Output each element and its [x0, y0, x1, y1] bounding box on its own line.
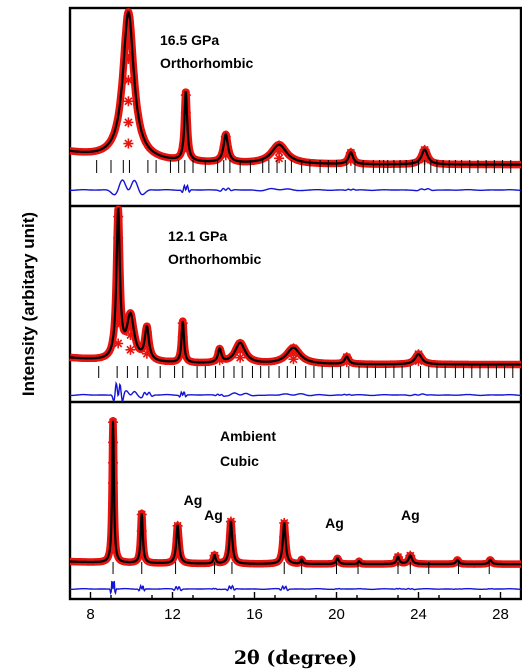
panel-ambient-observed-marker: [136, 542, 147, 553]
plot-frame: [68, 6, 522, 601]
x-tick-label: 16: [246, 606, 263, 623]
panel-ambient-pressure-label: Ambient: [220, 428, 276, 444]
panel-16-5-gpa-observed-marker: [220, 150, 231, 161]
panel-16-5-gpa-observed-series: [66, 8, 522, 169]
panel-16-5-gpa-observed-marker: [274, 153, 285, 164]
panel-16-5-gpa-pressure-label: 16.5 GPa: [160, 32, 219, 48]
x-tick-label: 12: [164, 606, 181, 623]
panel-12-1-gpa-observed-marker: [113, 253, 124, 264]
panel-12-1-gpa-observed-marker: [288, 354, 299, 365]
panel-12-1-gpa: 12.1 GPa Orthorhombic: [66, 205, 522, 403]
x-tick-label: 24: [410, 606, 427, 623]
panel-12-1-gpa-observed-marker: [113, 275, 124, 286]
panel-12-1-gpa-phase-label: Orthorhombic: [168, 251, 262, 267]
panel-16-5-gpa-observed-marker: [123, 96, 134, 107]
panel-ambient-observed-marker: [108, 518, 119, 529]
ag-peak-label: Ag: [204, 507, 223, 523]
panel-ambient-calculated-series: [70, 420, 521, 566]
ag-peak-label: Ag: [184, 492, 203, 508]
panel-12-1-gpa-observed-marker: [125, 344, 136, 355]
x-tick-label: 28: [492, 606, 509, 623]
panel-16-5-gpa-observed-marker: [123, 138, 134, 149]
panel-12-1-gpa-pressure-label: 12.1 GPa: [168, 228, 227, 244]
panel-16-5-gpa-observed-marker: [123, 75, 134, 86]
panel-16-5-gpa-observed-marker: [180, 124, 191, 135]
x-tick-label: 20: [328, 606, 345, 623]
panel-12-1-gpa-observed-marker: [113, 338, 124, 349]
panel-16-5-gpa: 16.5 GPa Orthorhombic: [66, 8, 522, 196]
panel-16-5-gpa-difference-series: [70, 179, 521, 196]
y-axis-label: Intensity (arbitary unit): [19, 212, 38, 396]
panel-ambient-observed-marker: [108, 498, 119, 509]
panel-12-1-gpa-calculated-series: [69, 207, 521, 366]
panel-16-5-gpa-phase-label: Orthorhombic: [160, 55, 254, 71]
x-tick-label: 8: [86, 606, 94, 623]
panel-12-1-gpa-difference-series: [70, 380, 521, 403]
panel-12-1-gpa-observed-series: [66, 205, 522, 369]
panel-12-1-gpa-observed-marker: [141, 348, 152, 359]
panel-12-1-gpa-observed-marker: [235, 352, 246, 363]
panel-12-1-gpa-observed-marker: [413, 356, 424, 367]
x-axis-label: 2θ (degree): [234, 647, 357, 669]
panel-ambient-difference-series: [70, 580, 521, 596]
panel-ambient-phase-label: Cubic: [220, 453, 259, 469]
panel-ambient-observed-series: [66, 417, 522, 568]
panel-16-5-gpa-observed-marker: [123, 117, 134, 128]
ag-peak-label: Ag: [401, 507, 420, 523]
ag-peak-label: Ag: [325, 515, 344, 531]
panel-16-5-gpa-calculated-series: [70, 10, 521, 166]
